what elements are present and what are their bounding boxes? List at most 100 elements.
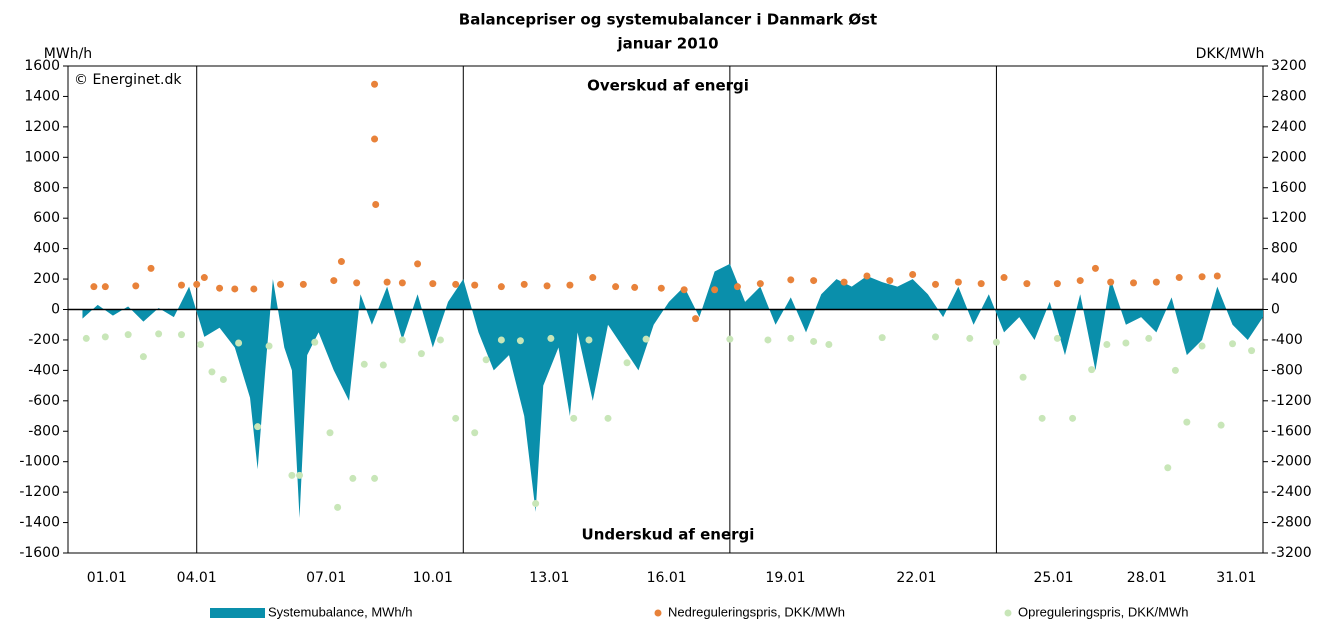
x-tick-label: 07.01 xyxy=(306,570,346,586)
point xyxy=(642,335,650,343)
point xyxy=(992,338,1000,346)
point xyxy=(570,414,578,422)
point xyxy=(966,334,974,342)
y-tick-label: -600 xyxy=(28,393,60,409)
point xyxy=(1122,339,1130,347)
point xyxy=(585,336,593,344)
y-tick-label: 400 xyxy=(33,241,60,257)
point xyxy=(276,280,284,288)
point xyxy=(1130,279,1138,287)
point xyxy=(1183,418,1191,426)
point xyxy=(1213,272,1221,280)
point xyxy=(82,334,90,342)
point xyxy=(1164,464,1172,472)
x-tick-label: 28.01 xyxy=(1127,570,1167,586)
point xyxy=(147,264,155,272)
point xyxy=(1069,414,1077,422)
y-tick-label: -200 xyxy=(28,332,60,348)
point xyxy=(265,342,273,350)
point xyxy=(909,270,917,278)
legend-label: Opreguleringspris, DKK/MWh xyxy=(1018,604,1189,619)
legend-swatch xyxy=(210,608,265,618)
point xyxy=(101,333,109,341)
point xyxy=(886,277,894,285)
point xyxy=(429,280,437,288)
point xyxy=(692,315,700,323)
point xyxy=(931,280,939,288)
x-tick-label: 25.01 xyxy=(1034,570,1074,586)
point xyxy=(711,286,719,294)
y-tick-label: -1400 xyxy=(19,515,60,531)
point xyxy=(311,338,319,346)
point xyxy=(631,283,639,291)
point xyxy=(197,341,205,349)
point xyxy=(353,279,361,287)
x-tick-label: 13.01 xyxy=(529,570,569,586)
point xyxy=(1217,421,1225,429)
point xyxy=(219,376,227,384)
x-tick-label: 31.01 xyxy=(1216,570,1256,586)
point xyxy=(124,331,132,339)
annotation: Underskud af energi xyxy=(582,526,755,544)
y2-tick-label: -800 xyxy=(1271,362,1303,378)
point xyxy=(471,429,479,437)
point xyxy=(254,423,262,431)
y2-tick-label: 400 xyxy=(1271,271,1298,287)
y-tick-label: 200 xyxy=(33,271,60,287)
point xyxy=(177,331,185,339)
point xyxy=(216,284,224,292)
y-tick-label: -800 xyxy=(28,423,60,439)
point xyxy=(1171,366,1179,374)
point xyxy=(1091,264,1099,272)
point xyxy=(497,336,505,344)
point xyxy=(1229,340,1237,348)
x-tick-label: 04.01 xyxy=(177,570,217,586)
x-tick-label: 22.01 xyxy=(896,570,936,586)
point xyxy=(543,282,551,290)
point xyxy=(623,359,631,367)
point xyxy=(1198,342,1206,350)
point xyxy=(383,278,391,286)
point xyxy=(235,339,243,347)
chart-subtitle: januar 2010 xyxy=(616,35,718,53)
y2-tick-label: 3200 xyxy=(1271,58,1307,74)
area xyxy=(82,263,1264,518)
y-tick-label: 600 xyxy=(33,210,60,226)
y2-tick-label: 800 xyxy=(1271,241,1298,257)
point xyxy=(471,281,479,289)
y2-tick-label: 2400 xyxy=(1271,119,1307,135)
point xyxy=(1145,334,1153,342)
point xyxy=(516,337,524,345)
point xyxy=(452,414,460,422)
point xyxy=(733,283,741,291)
point xyxy=(398,279,406,287)
point xyxy=(878,334,886,342)
point xyxy=(326,429,334,437)
point xyxy=(497,283,505,291)
point xyxy=(250,285,258,293)
point xyxy=(1038,414,1046,422)
point xyxy=(139,353,147,361)
point xyxy=(1088,366,1096,374)
point xyxy=(589,274,597,282)
point xyxy=(931,333,939,341)
y2-tick-label: 0 xyxy=(1271,302,1280,318)
y2-tick-label: 1600 xyxy=(1271,180,1307,196)
point xyxy=(379,361,387,369)
point xyxy=(436,336,444,344)
y-tick-label: 800 xyxy=(33,180,60,196)
point xyxy=(482,356,490,364)
y2-tick-label: -1600 xyxy=(1271,423,1312,439)
point xyxy=(604,414,612,422)
y2-tick-label: -2400 xyxy=(1271,484,1312,500)
point xyxy=(612,283,620,291)
point xyxy=(296,471,304,479)
legend-label: Systemubalance, MWh/h xyxy=(268,604,413,619)
point xyxy=(840,278,848,286)
y2-axis-label: DKK/MWh xyxy=(1196,46,1265,62)
point xyxy=(787,334,795,342)
point xyxy=(1198,273,1206,281)
point xyxy=(337,258,345,266)
point xyxy=(566,281,574,289)
